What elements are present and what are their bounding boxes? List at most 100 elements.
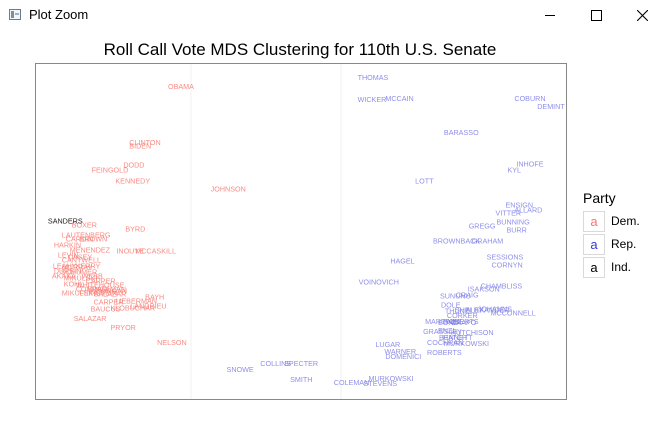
senator-label-roberts-45: ROBERTS [427,348,462,357]
senator-label-baucus-94: BAUCUS [91,304,121,313]
senator-label-gregg-13: GREGG [469,222,496,231]
senator-label-levin-70: LEVIN [58,250,79,259]
senator-label-obama-54: OBAMA [168,82,194,91]
legend-item-rep: a Rep. [583,234,636,257]
senator-label-collins-47: COLLINS [260,359,291,368]
senator-label-johanns-29: JOHANNS [478,304,513,313]
senator-label-enzi-36: ENZI [438,326,454,335]
senator-label-bayh-90: BAYH [145,292,164,301]
senator-label-murray-74: MURRAY [62,262,93,271]
senator-label-boxer-61: BOXER [72,221,97,230]
minimize-button[interactable] [527,0,573,31]
senator-label-inhofe-6: INHOFE [516,160,543,169]
senator-label-hagel-19: HAGEL [390,256,414,265]
senator-label-grassley-38: GRASSLEY [423,327,462,336]
minimize-icon [545,15,555,16]
senator-label-leahy-73: LEAHY [53,261,77,270]
senator-label-johnson-60: JOHNSON [211,185,246,194]
senator-label-cantwell-72: CANTWELL [62,255,101,264]
senator-label-mccaskill-69: MCCASKILL [135,246,176,255]
senator-label-dodd-57: DODD [123,161,144,170]
senator-label-alexander-28: ALEXANDER [466,305,510,314]
senator-label-hatch-40: HATCH [443,333,467,342]
senator-label-thomas-0: THOMAS [358,73,389,82]
senator-label-kohl-81: KOHL [64,279,84,288]
chart-title: Roll Call Vote MDS Clustering for 110th … [104,40,497,59]
senator-label-durbin-76: DURBIN [54,266,82,275]
senator-label-bond-33: BOND [438,318,459,327]
senator-label-voinovich-20: VOINOVICH [359,277,399,286]
senator-label-pryor-97: PRYOR [110,323,135,332]
senator-label-lott-8: LOTT [415,177,434,186]
legend-label-ind: Ind. [611,260,632,274]
senator-label-inouye-68: INOUYE [116,246,144,255]
senator-label-cardin-64: CARDIN [66,234,94,243]
senator-label-klobuchar-95: KLOBUCHAR [110,303,155,312]
senator-label-feinstein-88: FEINSTEIN [80,288,118,297]
senator-label-hutchison-37: HUTCHISON [451,328,494,337]
title-bar: Plot Zoom [0,0,665,31]
senator-label-domenici-46: DOMENICI [385,352,421,361]
senator-label-murkowski-52: MURKOWSKI [368,374,413,383]
senator-label-graham-16: GRAHAM [472,236,504,245]
senator-label-bennett-39: BENNETT [439,333,473,342]
senator-label-crapo-35: CRAPO [451,318,477,327]
senator-label-kyl-7: KYL [507,166,521,175]
close-icon [637,10,648,21]
senator-label-schumer-77: SCHUMER [61,267,97,276]
senator-label-bunning-12: BUNNING [497,218,531,227]
senator-label-lugar-43: LUGAR [375,340,400,349]
senator-label-lieberman-92: LIEBERMAN [115,296,157,305]
senator-label-stevens-53: STEVENS [364,379,398,388]
legend-label-dem: Dem. [611,214,640,228]
senator-label-snowe-49: SNOWE [227,365,254,374]
senator-label-kennedy-59: KENNEDY [115,177,150,186]
senator-label-sanders-99: SANDERS [48,217,83,226]
legend-item-dem: a Dem. [583,211,640,234]
senator-label-menendez-67: MENENDEZ [70,245,111,254]
senator-label-barasso-5: BARASSO [444,128,479,137]
senator-label-mikulski-87: MIKULSKI [62,288,96,297]
grid-lines [190,64,342,399]
senator-label-bingaman-85: BINGAMAN [88,284,126,293]
senator-label-webb-80: WEBB [82,271,103,280]
senator-label-salazar-96: SALAZAR [74,314,107,323]
senator-label-dorgan-86: DORGAN [96,286,128,295]
senator-label-whitehouse-82: WHITEHOUSE [76,280,125,289]
senator-label-lautenberg-63: LAUTENBERG [62,230,111,239]
app-window-icon [9,9,21,20]
senator-label-casey-71: CASEY [68,252,93,261]
senator-label-harkin-66: HARKIN [54,240,81,249]
legend-key-rep: a [583,234,605,255]
senator-label-warner-44: WARNER [384,347,416,356]
senator-label-craig-24: CRAIG [456,290,479,299]
senator-label-shelby-31: SHELBY [455,305,484,314]
senator-label-cochran-41: COCHRAN [427,338,463,347]
close-button[interactable] [619,0,665,31]
senator-label-wicker-1: WICKER [358,95,387,104]
senator-label-martinez-32: MARTINEZ [425,317,462,326]
senator-label-biden-56: BIDEN [129,142,151,151]
senator-label-corker-26: CORKER [447,311,478,320]
senator-label-coleman-51: COLEMAN [334,378,370,387]
senator-label-akaka-78: AKAKA [52,271,76,280]
senator-label-landrieu-93: LANDRIEU [130,301,166,310]
senator-label-mccain-2: MCCAIN [385,94,413,103]
senator-label-isakson-22: ISAKSON [468,284,500,293]
senator-label-specter-48: SPECTER [284,359,318,368]
senator-label-conrad-84: CONRAD [76,284,107,293]
senator-label-cornyn-18: CORNYN [492,260,523,269]
senator-label-mcconnell-30: MCCONNELL [491,308,536,317]
senator-label-carper-83: CARPER [86,276,116,285]
legend-key-ind: a [583,257,605,278]
senator-label-salazar-89: SALAZAR [94,289,127,298]
senator-label-thune-27: THUNE [445,306,470,315]
legend: Party a Dem. a Rep. a Ind. [583,190,640,280]
senator-label-vitter-11: VITTER [496,209,522,218]
senator-label-kerry-75: KERRY [76,261,101,270]
senator-label-allard-10: ALLARD [514,206,542,215]
senator-label-brownback-15: BROWNBACK [433,236,480,245]
maximize-button[interactable] [573,0,619,31]
senator-label-feingold-58: FEINGOLD [92,166,129,175]
senator-label-dole-25: DOLE [441,300,461,309]
